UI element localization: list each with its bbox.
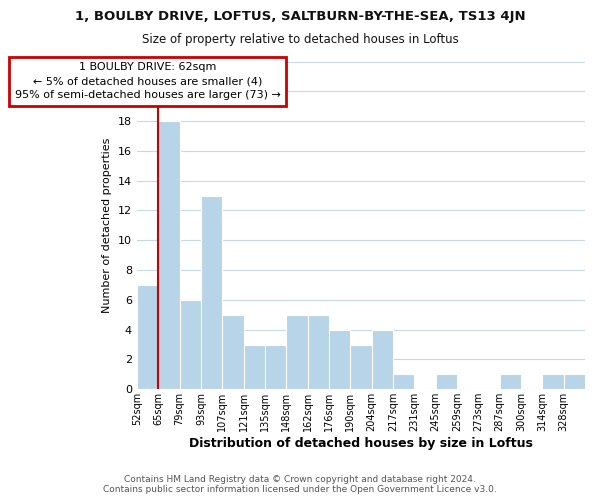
Y-axis label: Number of detached properties: Number of detached properties (102, 138, 112, 313)
Text: Contains HM Land Registry data © Crown copyright and database right 2024.: Contains HM Land Registry data © Crown c… (124, 475, 476, 484)
Bar (179, 300, 201, 390)
Text: Contains public sector information licensed under the Open Government Licence v3: Contains public sector information licen… (103, 485, 497, 494)
Text: 1 BOULBY DRIVE: 62sqm
← 5% of detached houses are smaller (4)
95% of semi-detach: 1 BOULBY DRIVE: 62sqm ← 5% of detached h… (14, 62, 280, 100)
Text: 1, BOULBY DRIVE, LOFTUS, SALTBURN-BY-THE-SEA, TS13 4JN: 1, BOULBY DRIVE, LOFTUS, SALTBURN-BY-THE… (74, 10, 526, 23)
Bar (222, 315, 244, 390)
Bar (393, 374, 414, 390)
Bar (563, 374, 585, 390)
Bar (542, 374, 563, 390)
Bar (201, 196, 222, 390)
Bar (265, 344, 286, 390)
Bar (286, 315, 308, 390)
Bar (244, 344, 265, 390)
Bar (500, 374, 521, 390)
Bar (329, 330, 350, 390)
Bar (371, 330, 393, 390)
Bar (137, 285, 158, 390)
X-axis label: Distribution of detached houses by size in Loftus: Distribution of detached houses by size … (189, 437, 533, 450)
Bar (436, 374, 457, 390)
Bar (158, 121, 179, 390)
Bar (308, 315, 329, 390)
Bar (350, 344, 371, 390)
Text: Size of property relative to detached houses in Loftus: Size of property relative to detached ho… (142, 32, 458, 46)
